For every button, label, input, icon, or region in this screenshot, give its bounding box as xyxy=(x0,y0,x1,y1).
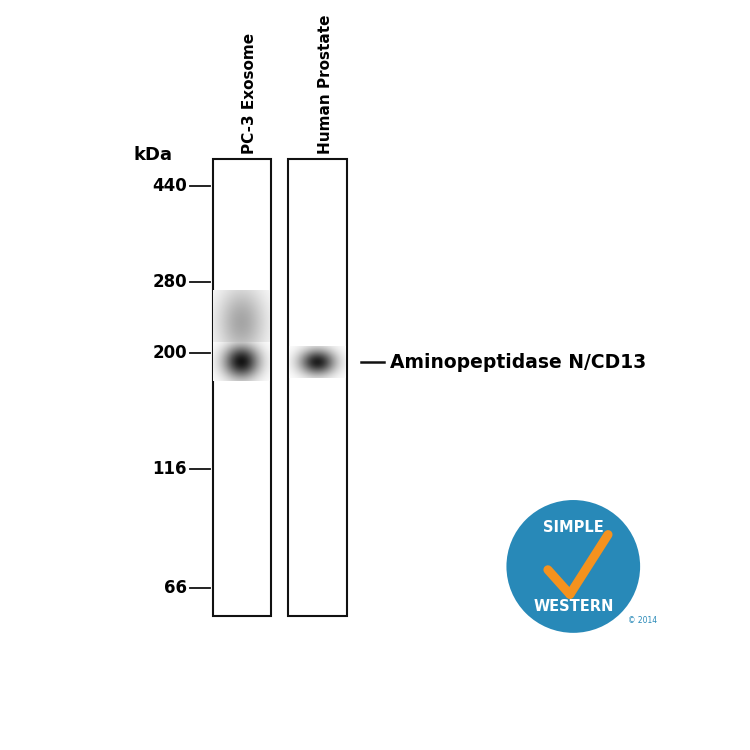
Bar xyxy=(213,159,271,616)
Text: © 2014: © 2014 xyxy=(628,616,657,626)
Text: 280: 280 xyxy=(152,273,187,291)
Text: Human Prostate: Human Prostate xyxy=(317,14,332,154)
Text: PC-3 Exosome: PC-3 Exosome xyxy=(242,32,257,154)
Text: 116: 116 xyxy=(152,460,187,478)
Text: 440: 440 xyxy=(152,177,187,195)
Text: Aminopeptidase N/CD13: Aminopeptidase N/CD13 xyxy=(390,352,646,371)
Text: 200: 200 xyxy=(152,344,187,362)
Text: 66: 66 xyxy=(164,579,187,597)
Text: WESTERN: WESTERN xyxy=(533,598,614,613)
Text: kDa: kDa xyxy=(134,146,172,164)
Bar xyxy=(289,159,346,616)
Text: SIMPLE: SIMPLE xyxy=(543,520,604,536)
Circle shape xyxy=(506,500,640,633)
